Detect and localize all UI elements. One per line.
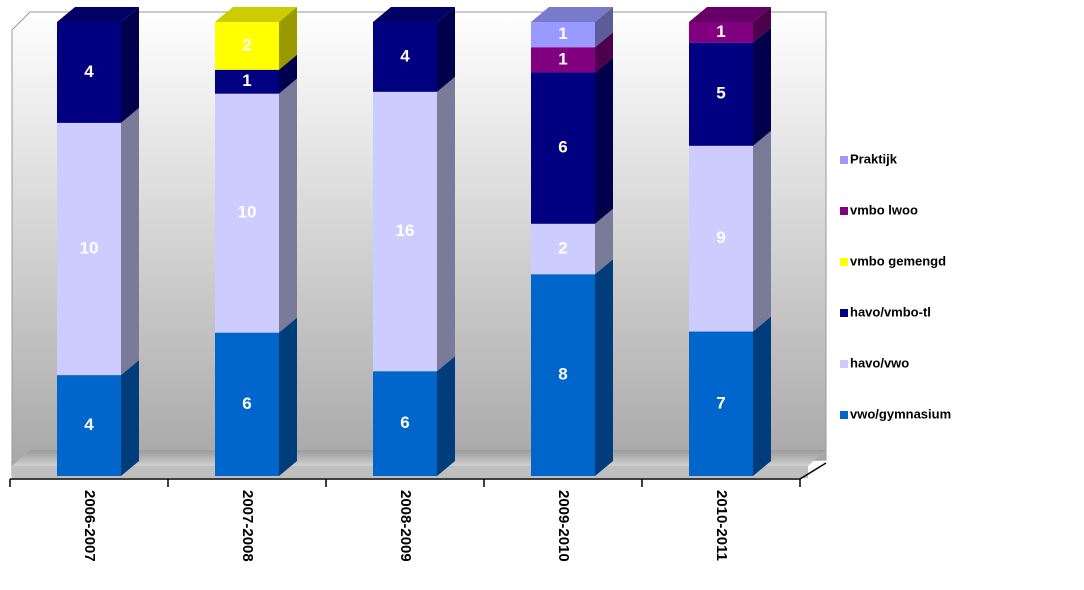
bar-segment xyxy=(373,371,437,476)
bar-side xyxy=(595,57,613,224)
bar-side xyxy=(753,7,771,43)
bar-segment xyxy=(215,93,279,333)
bar-side xyxy=(595,32,613,73)
data-label: 2 xyxy=(558,238,567,257)
data-label: 1 xyxy=(716,22,725,41)
bar-segment xyxy=(215,22,279,70)
bar-segment xyxy=(689,22,753,43)
bar-segment xyxy=(689,331,753,476)
bar-side xyxy=(279,7,297,70)
bar-side xyxy=(279,54,297,94)
bar-side xyxy=(121,7,139,123)
bar-side xyxy=(121,107,139,376)
bar-side xyxy=(437,76,455,372)
bar-segment xyxy=(57,22,121,123)
x-axis-depth xyxy=(799,462,827,480)
bar-side xyxy=(753,130,771,332)
data-label: 2 xyxy=(242,35,251,54)
x-tick-label: 2007-2008 xyxy=(239,490,256,562)
data-label: 1 xyxy=(242,71,251,90)
bar-side xyxy=(279,78,297,333)
data-label: 6 xyxy=(558,138,567,157)
x-tick-label: 2006-2007 xyxy=(81,490,98,562)
bar-top xyxy=(215,7,297,22)
bar-side xyxy=(437,7,455,92)
legend-label: havo/vwo xyxy=(850,355,909,370)
bar-segment xyxy=(531,47,595,73)
data-label: 6 xyxy=(242,394,251,413)
bar-segment xyxy=(57,375,121,476)
data-label: 4 xyxy=(400,46,410,65)
bar-side xyxy=(595,7,613,48)
legend-label: vmbo lwoo xyxy=(850,202,918,217)
legend-swatch xyxy=(840,156,848,164)
data-label: 9 xyxy=(716,228,725,247)
legend-swatch xyxy=(840,309,848,317)
x-tick-label: 2009-2010 xyxy=(555,490,572,562)
bar-top xyxy=(373,7,455,22)
bar-side xyxy=(753,27,771,146)
bar-segment xyxy=(215,332,279,476)
legend-swatch xyxy=(840,207,848,215)
legend-label: vmbo gemengd xyxy=(850,253,946,268)
legend-swatch xyxy=(840,258,848,266)
bar-side xyxy=(121,360,139,476)
legend-swatch xyxy=(840,360,848,368)
data-label: 4 xyxy=(84,62,94,81)
bar-top xyxy=(689,7,771,22)
bar-segment xyxy=(531,274,595,476)
bar-side xyxy=(595,208,613,275)
bar-segment xyxy=(531,22,595,48)
bar-top xyxy=(57,7,139,22)
data-label: 6 xyxy=(400,413,409,432)
legend-label: Praktijk xyxy=(850,151,898,166)
legend-label: havo/vmbo-tl xyxy=(850,304,931,319)
data-label: 8 xyxy=(558,365,567,384)
bar-side xyxy=(753,316,771,476)
data-label: 1 xyxy=(558,24,567,43)
bar-segment xyxy=(373,22,437,92)
data-label: 5 xyxy=(716,84,725,103)
bar-side xyxy=(279,317,297,476)
data-label: 10 xyxy=(238,203,257,222)
bar-segment xyxy=(373,91,437,372)
data-label: 7 xyxy=(716,393,725,412)
legend-swatch xyxy=(840,411,848,419)
legend-label: vwo/gymnasium xyxy=(850,406,951,421)
bar-top xyxy=(531,7,613,22)
data-label: 1 xyxy=(558,49,567,68)
bar-segment xyxy=(531,223,595,275)
bar-side xyxy=(595,259,613,476)
bar-side xyxy=(437,356,455,476)
x-tick-label: 2010-2011 xyxy=(713,490,730,561)
x-tick-label: 2008-2009 xyxy=(397,490,414,562)
bar-segment xyxy=(689,42,753,146)
bar-segment xyxy=(531,72,595,224)
bar-segment xyxy=(57,122,121,376)
bar-segment xyxy=(215,69,279,94)
data-label: 10 xyxy=(80,238,99,257)
data-label: 16 xyxy=(396,221,415,240)
bar-segment xyxy=(689,145,753,332)
data-label: 4 xyxy=(84,415,94,434)
